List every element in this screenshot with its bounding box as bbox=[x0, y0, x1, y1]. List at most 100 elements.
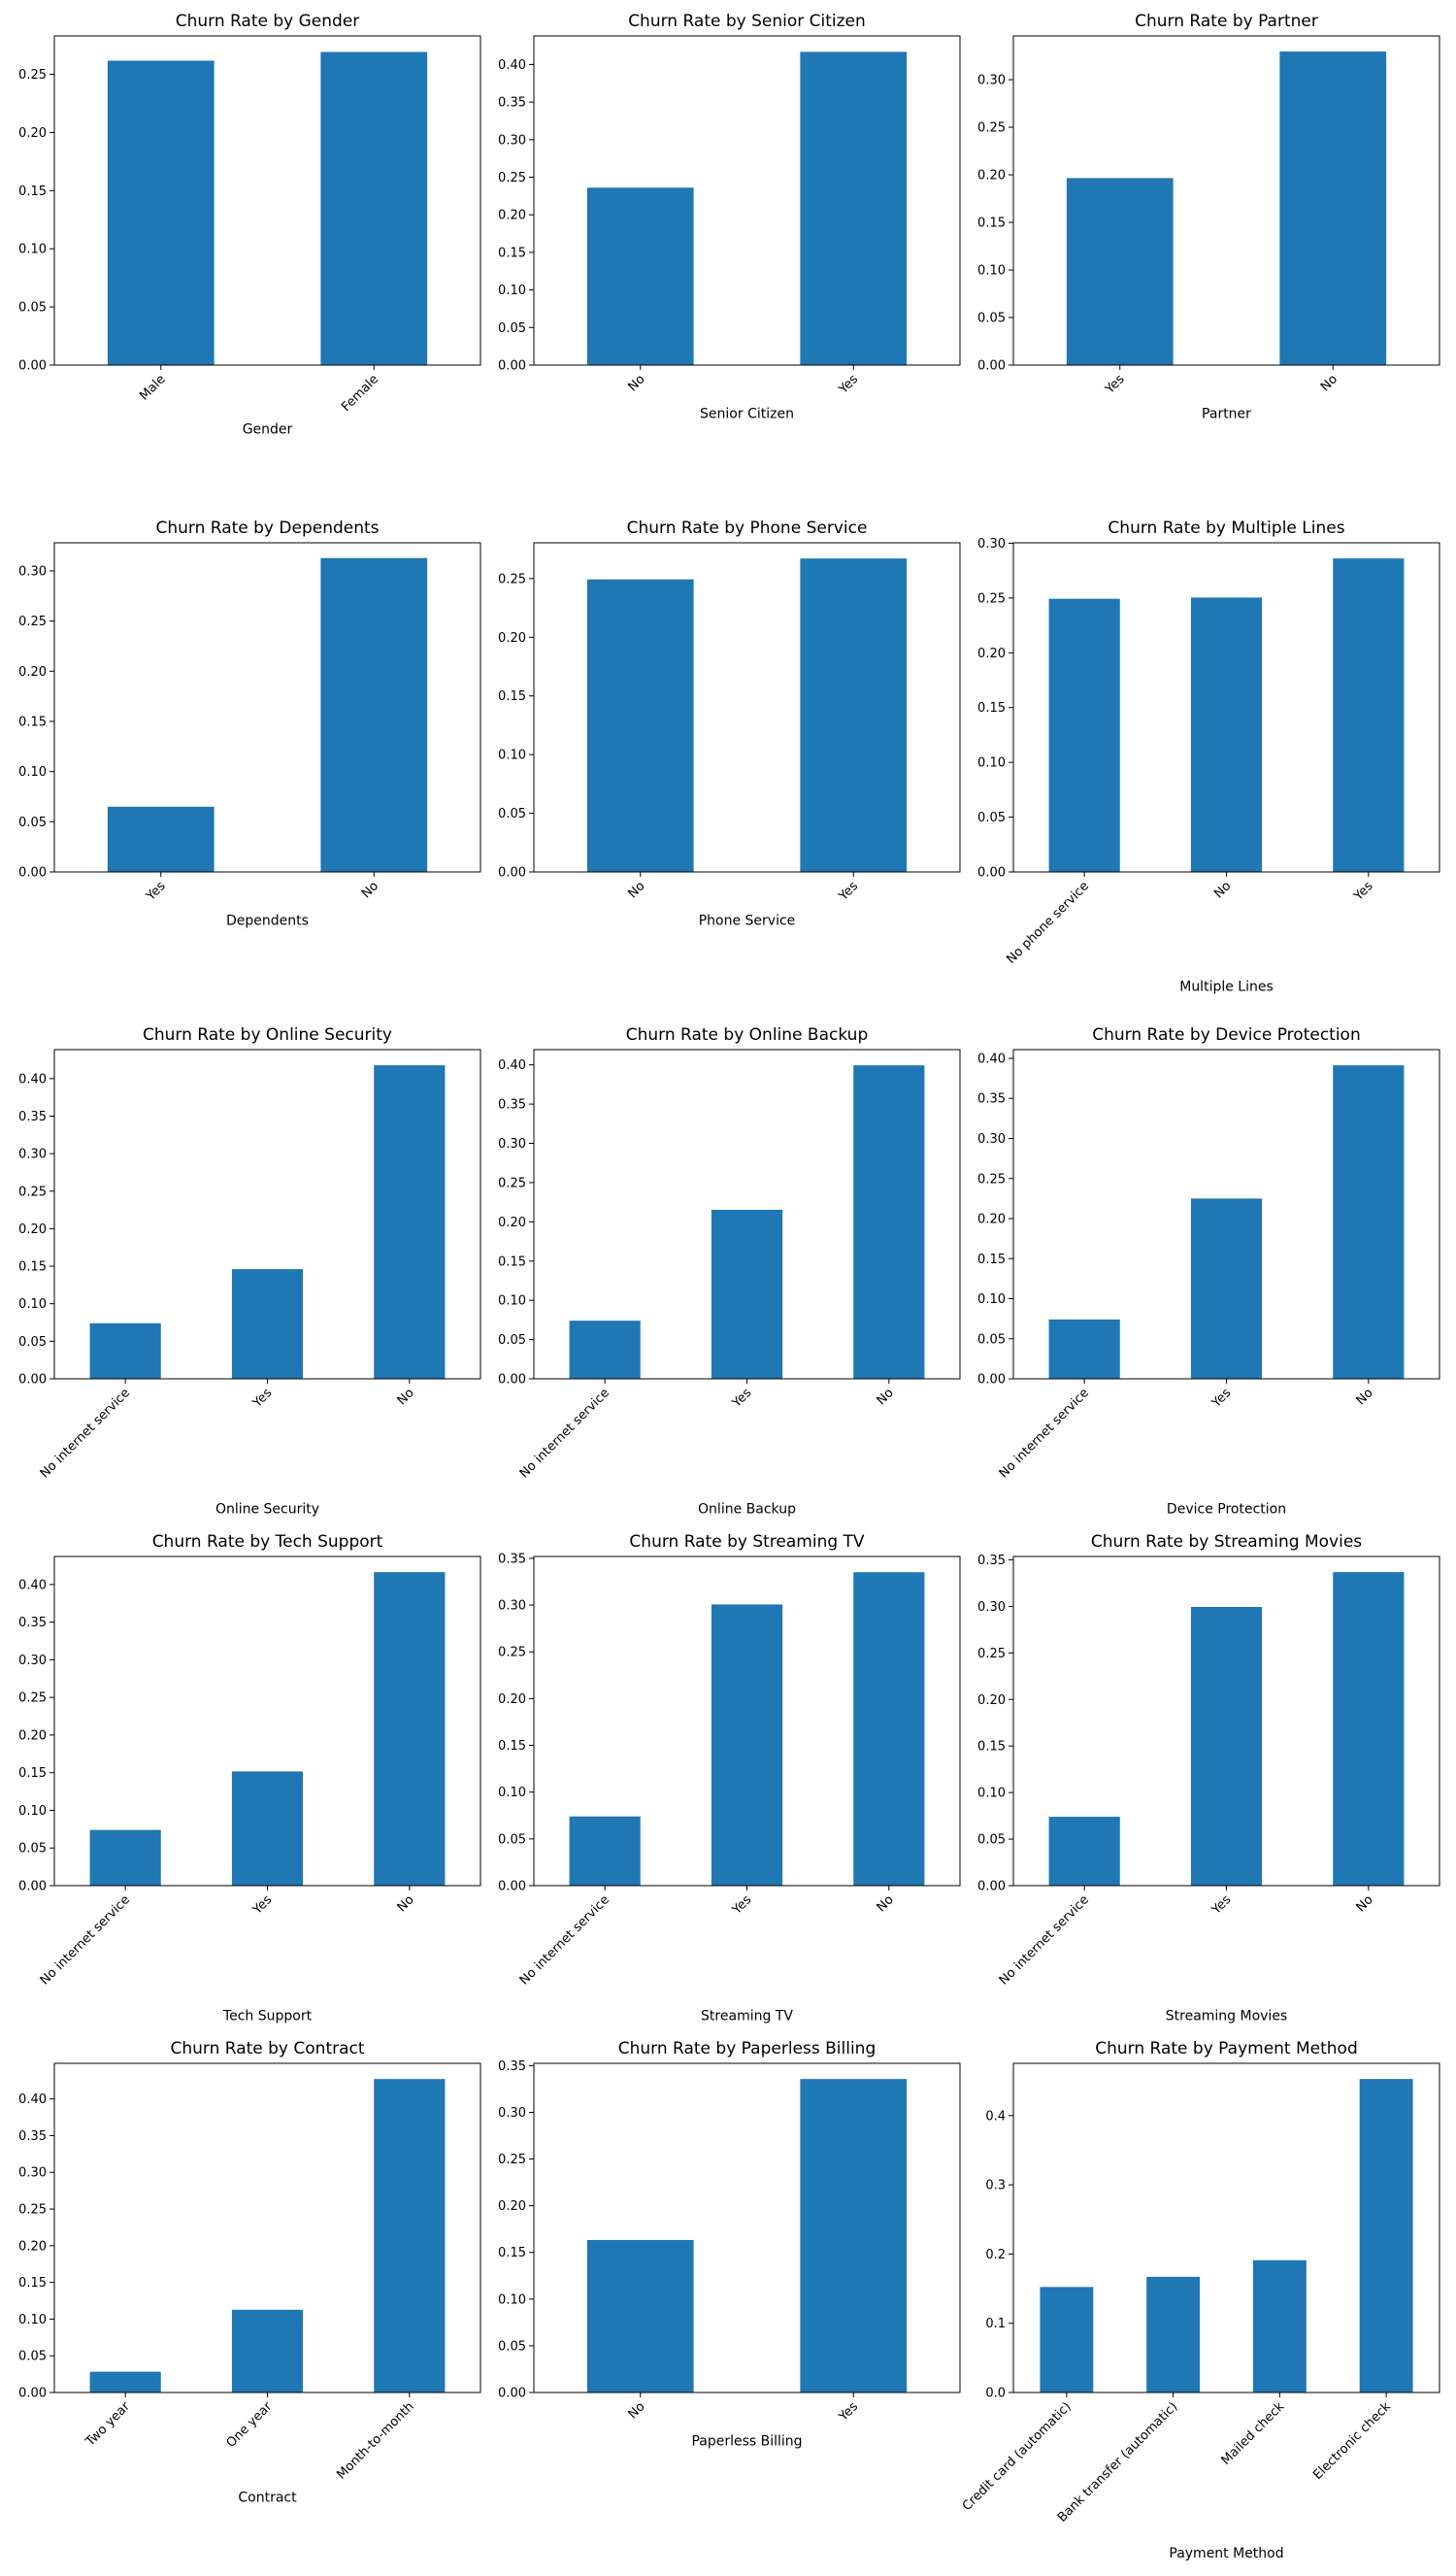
y-tick-label: 0.30 bbox=[977, 1132, 1006, 1147]
y-tick-label: 0.40 bbox=[498, 1058, 526, 1073]
y-tick-label: 0.35 bbox=[18, 2129, 47, 2144]
x-axis-label: Payment Method bbox=[1169, 2546, 1283, 2561]
y-tick-label: 0.15 bbox=[977, 1740, 1006, 1755]
y-tick-label: 0.10 bbox=[18, 765, 47, 780]
y-tick-label: 0.05 bbox=[18, 2350, 47, 2364]
y-tick-label: 0.40 bbox=[18, 1072, 47, 1087]
y-tick-label: 0.00 bbox=[18, 2387, 47, 2401]
y-tick-label: 0.05 bbox=[498, 2339, 526, 2354]
x-tick-label-no: No bbox=[1318, 372, 1340, 394]
x-axis-label: Phone Service bbox=[699, 914, 796, 929]
y-tick-label: 0.15 bbox=[18, 715, 47, 729]
chart-partner: 0.00 0.05 0.10 0.15 0.20 0.25 0.30 Yes No Partner… bbox=[977, 12, 1440, 422]
y-tick-label: 0.10 bbox=[18, 2313, 47, 2327]
chart-dependents: 0.00 0.05 0.10 0.15 0.20 0.25 0.30 Yes No Depende… bbox=[18, 519, 481, 929]
chart-title: Churn Rate by Multiple Lines bbox=[1108, 519, 1344, 538]
y-tick-label: 0.30 bbox=[18, 1654, 47, 1668]
y-tick-label: 0.00 bbox=[498, 866, 526, 881]
x-tick-label-no: No bbox=[395, 1892, 417, 1915]
x-axis-label: Gender bbox=[243, 421, 293, 437]
bar-no bbox=[853, 1065, 925, 1379]
y-tick-label: 0.15 bbox=[18, 184, 47, 199]
chart-gender: 0.00 0.05 0.10 0.15 0.20 0.25 Male Female Gender… bbox=[18, 12, 481, 437]
y-tick-label: 0.10 bbox=[498, 2292, 526, 2307]
y-tick-label: 0.30 bbox=[977, 1600, 1006, 1615]
y-tick-label: 0.20 bbox=[18, 126, 47, 141]
bar-no-internet-service bbox=[569, 1321, 641, 1379]
x-tick-label-yes: Yes bbox=[249, 1892, 275, 1918]
y-tick-label: 0.10 bbox=[498, 1294, 526, 1309]
x-axis-label: Senior Citizen bbox=[700, 407, 794, 422]
y-tick-label: 0.25 bbox=[498, 1176, 526, 1190]
y-tick-label: 0.4 bbox=[985, 2109, 1006, 2124]
x-tick-label-yes: Yes bbox=[143, 879, 168, 904]
x-tick-label-no: No bbox=[875, 1386, 897, 1408]
chart-payment-method: 0.0 0.1 0.2 0.3 0.4 Credit card (automatic)Ba… bbox=[960, 2039, 1440, 2561]
x-axis-label: Online Backup bbox=[698, 1501, 796, 1517]
x-axis-label: Device Protection bbox=[1167, 1501, 1286, 1517]
y-tick-label: 0.25 bbox=[498, 2153, 526, 2167]
x-tick-label-mailed-check: Mailed check bbox=[1219, 2399, 1288, 2468]
y-tick-label: 0.05 bbox=[498, 807, 526, 821]
bar-no-internet-service bbox=[1048, 1319, 1120, 1379]
bar-no bbox=[1333, 1572, 1405, 1886]
y-tick-label: 0.35 bbox=[977, 1092, 1006, 1107]
bar-yes bbox=[231, 1771, 304, 1886]
y-tick-label: 0.15 bbox=[977, 701, 1006, 716]
y-tick-label: 0.2 bbox=[985, 2248, 1006, 2262]
bar-no bbox=[1333, 1065, 1405, 1379]
x-tick-label-no: No bbox=[625, 2399, 647, 2422]
bar-yes bbox=[107, 806, 215, 872]
bar-yes bbox=[711, 1209, 783, 1379]
y-tick-label: 0.25 bbox=[18, 68, 47, 83]
bar-no bbox=[1279, 51, 1387, 365]
y-tick-label: 0.25 bbox=[977, 121, 1006, 136]
bar-no bbox=[586, 187, 694, 365]
y-tick-label: 0.30 bbox=[977, 537, 1006, 552]
bar-no-internet-service bbox=[569, 1816, 641, 1886]
x-tick-label-no-internet-service: No internet service bbox=[997, 1892, 1092, 1988]
y-tick-label: 0.30 bbox=[498, 2106, 526, 2121]
y-tick-label: 0.25 bbox=[18, 1691, 47, 1706]
chart-streaming-movies: 0.00 0.05 0.10 0.15 0.20 0.25 0.30 0.35 No inter… bbox=[977, 1532, 1440, 2024]
y-tick-label: 0.10 bbox=[498, 1786, 526, 1800]
y-tick-label: 0.35 bbox=[498, 1098, 526, 1113]
y-tick-label: 0.35 bbox=[977, 1554, 1006, 1568]
y-tick-label: 0.20 bbox=[498, 209, 526, 223]
bar-month-to-month bbox=[374, 2079, 446, 2392]
bar-no bbox=[374, 1572, 446, 1886]
chart-title: Churn Rate by Tech Support bbox=[152, 1532, 383, 1552]
x-tick-label-yes: Yes bbox=[1102, 372, 1127, 397]
y-tick-label: 0.05 bbox=[498, 321, 526, 336]
x-tick-label-no-internet-service: No internet service bbox=[517, 1386, 612, 1481]
bar-no-internet-service bbox=[1048, 1817, 1120, 1886]
y-tick-label: 0.25 bbox=[18, 615, 47, 629]
bar-bank-transfer-automatic bbox=[1146, 2276, 1201, 2392]
y-tick-label: 0.40 bbox=[18, 1578, 47, 1592]
y-tick-label: 0.40 bbox=[498, 58, 526, 73]
y-tick-label: 0.00 bbox=[977, 1880, 1006, 1894]
y-tick-label: 0.00 bbox=[977, 359, 1006, 374]
y-tick-label: 0.05 bbox=[977, 312, 1006, 326]
y-tick-label: 0.35 bbox=[18, 1110, 47, 1124]
y-tick-label: 0.05 bbox=[977, 1833, 1006, 1848]
y-tick-label: 0.00 bbox=[977, 866, 1006, 881]
x-axis-label: Online Security bbox=[215, 1501, 319, 1517]
y-tick-label: 0.20 bbox=[18, 1728, 47, 1743]
bar-yes bbox=[800, 558, 908, 872]
x-axis-label: Contract bbox=[238, 2490, 297, 2505]
y-tick-label: 0.15 bbox=[18, 1260, 47, 1275]
x-tick-label-credit-card-automatic: Credit card (automatic) bbox=[960, 2399, 1075, 2514]
x-tick-label-yes: Yes bbox=[836, 372, 861, 397]
x-axis-label: Paperless Billing bbox=[691, 2434, 802, 2450]
chart-title: Churn Rate by Partner bbox=[1135, 12, 1318, 31]
bar-credit-card-automatic bbox=[1040, 2287, 1094, 2392]
bar-female bbox=[320, 51, 428, 365]
bar-electronic-check bbox=[1359, 2079, 1413, 2392]
y-tick-label: 0.25 bbox=[498, 572, 526, 586]
bar-no bbox=[1190, 597, 1263, 872]
bar-yes bbox=[231, 1269, 304, 1379]
y-tick-label: 0.10 bbox=[977, 756, 1006, 771]
x-tick-label-electronic-check: Electronic check bbox=[1310, 2399, 1394, 2483]
y-tick-label: 0.35 bbox=[498, 1552, 526, 1566]
